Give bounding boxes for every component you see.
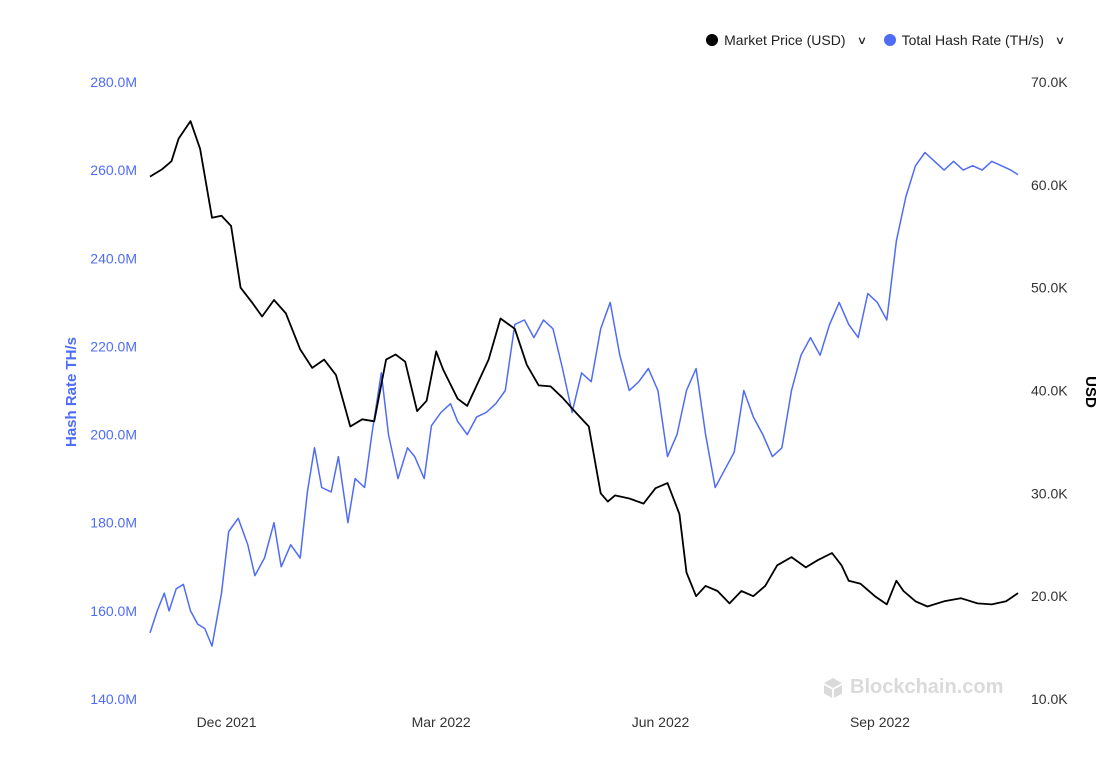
blockchain-logo-icon [824,677,842,698]
chevron-down-icon[interactable]: ∨ [856,34,867,47]
series-lines [149,120,1019,647]
y-left-tick-label: 180.0M [90,515,137,531]
y-right-tick-label: 30.0K [1031,485,1068,501]
y-right-tick-label: 10.0K [1031,691,1068,707]
price-dot-icon [706,34,719,46]
watermark-text: Blockchain.com [850,676,1004,698]
y-left-tick-label: 160.0M [90,603,137,619]
y-right-tick-label: 60.0K [1031,177,1068,193]
x-tick-label: Dec 2021 [197,714,257,730]
chevron-down-icon[interactable]: ∨ [1054,34,1066,47]
legend: Market Price (USD) ∨ Total Hash Rate (TH… [706,32,1066,48]
legend-item-price[interactable]: Market Price (USD) ∨ [706,32,867,48]
y-right-tick-label: 40.0K [1031,383,1068,399]
x-tick-label: Mar 2022 [412,714,471,730]
y-axis-label-left: Hash Rate TH/s [63,337,80,447]
y-right-tick-label: 50.0K [1031,280,1068,296]
y-left-tick-label: 220.0M [90,338,137,354]
y-left-tick-label: 280.0M [90,74,137,90]
y-left-tick-label: 200.0M [90,427,137,443]
y-left-tick-label: 140.0M [90,691,137,707]
hash-dot-icon [883,34,896,46]
watermark: Blockchain.com [822,676,1003,699]
hash-rate-line [149,151,1019,647]
y-left-tick-label: 240.0M [90,250,137,266]
legend-item-hash[interactable]: Total Hash Rate (TH/s) ∨ [883,32,1066,48]
legend-label-price: Market Price (USD) [724,32,846,48]
y-axis-label-right: USD [1082,376,1099,408]
x-tick-label: Sep 2022 [850,714,910,730]
y-right-tick-label: 70.0K [1031,74,1068,90]
y-left-tick-label: 260.0M [90,162,137,178]
right-axis-ticks: 10.0K 20.0K 30.0K 40.0K 50.0K 60.0K 70.0K [1031,74,1068,707]
left-axis-ticks: 140.0M 160.0M 180.0M 200.0M 220.0M 240.0M 260.… [90,74,137,707]
legend-label-hash: Total Hash Rate (TH/s) [901,32,1044,48]
x-axis-ticks: Dec 2021 Mar 2022 Jun 2022 Sep 2022 [197,714,911,730]
market-price-line [149,120,1019,608]
x-tick-label: Jun 2022 [632,714,690,730]
y-right-tick-label: 20.0K [1031,588,1068,604]
